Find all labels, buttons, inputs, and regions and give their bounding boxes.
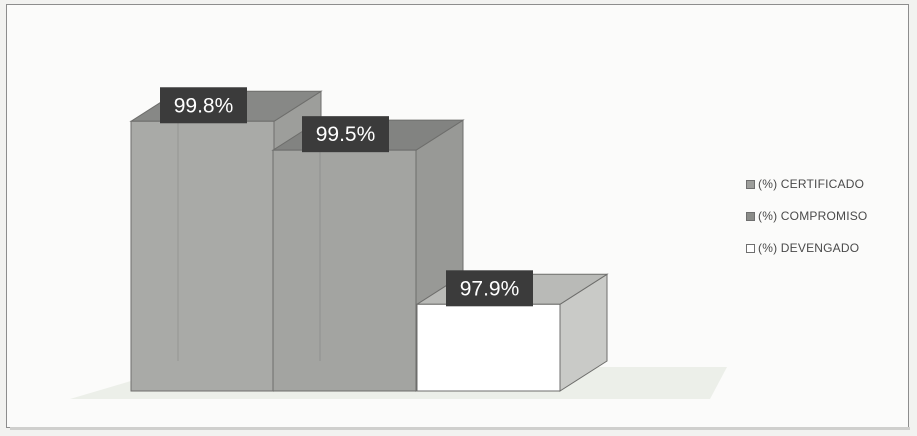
data-label-devengado: 97.9%: [460, 277, 520, 300]
bar-devengado: [416, 303, 561, 392]
frame-shadow: [10, 427, 910, 430]
data-label-bg-certificado: [160, 87, 247, 124]
legend-swatch-certificado: [746, 179, 755, 189]
bar-compromiso: [272, 149, 417, 392]
data-label-bg-compromiso: [302, 116, 389, 153]
legend-label-certificado: (%) CERTIFICADO: [758, 177, 865, 191]
legend-swatch-devengado: [746, 243, 755, 253]
legend-item-compromiso: (%) COMPROMISO: [746, 208, 867, 224]
legend-label-compromiso: (%) COMPROMISO: [758, 209, 868, 223]
data-label-certificado: 99.8%: [174, 94, 234, 117]
chart-legend: (%) CERTIFICADO (%) COMPROMISO (%) DEVEN…: [746, 176, 867, 272]
legend-swatch-compromiso: [746, 211, 755, 221]
legend-item-certificado: (%) CERTIFICADO: [746, 176, 867, 192]
data-label-bg-devengado: [446, 270, 533, 307]
bar-certificado: [130, 120, 275, 392]
legend-label-devengado: (%) DEVENGADO: [758, 241, 860, 255]
legend-item-devengado: (%) DEVENGADO: [746, 240, 867, 256]
data-label-compromiso: 99.5%: [316, 123, 376, 146]
